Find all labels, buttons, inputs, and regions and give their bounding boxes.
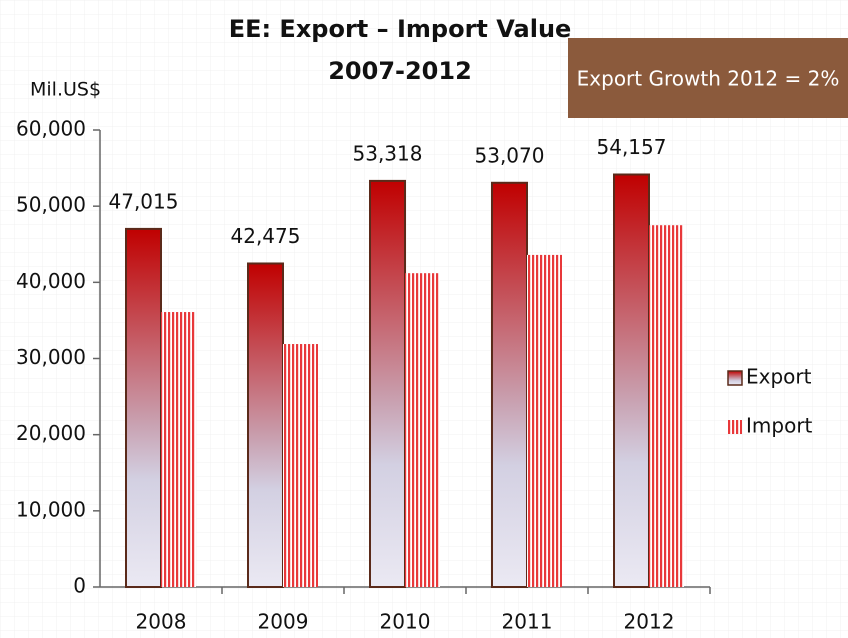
legend-swatch (728, 420, 742, 434)
value-label: 47,015 (109, 189, 179, 213)
y-tick-label: 60,000 (16, 117, 86, 141)
x-tick-label: 2010 (380, 610, 431, 634)
x-tick-label: 2008 (136, 610, 187, 634)
value-label: 42,475 (231, 224, 301, 248)
annotation-box (568, 38, 848, 118)
y-tick-label: 50,000 (16, 193, 86, 217)
y-tick-label: 30,000 (16, 345, 86, 369)
bar (649, 225, 684, 588)
legend-label: Export (746, 365, 812, 389)
y-axis-label: Mil.US$ (30, 79, 101, 101)
bar (369, 179, 406, 588)
y-tick-label: 20,000 (16, 421, 86, 445)
y-tick-label: 10,000 (16, 497, 86, 521)
chart-title: EE: Export – Import Value (229, 15, 572, 43)
bar (527, 254, 562, 587)
y-tick-label: 40,000 (16, 269, 86, 293)
legend-swatch (727, 370, 743, 386)
bar (491, 181, 528, 588)
bar (613, 173, 650, 588)
value-label: 53,070 (475, 143, 545, 167)
y-tick-label: 0 (73, 574, 86, 598)
x-tick-label: 2012 (624, 610, 675, 634)
x-tick-label: 2009 (258, 610, 309, 634)
annotation: Export Growth 2012 = 2% (577, 67, 840, 91)
bar (125, 227, 162, 589)
value-label: 54,157 (597, 135, 667, 159)
bar (405, 273, 440, 587)
chart-subtitle: 2007-2012 (328, 57, 472, 85)
value-label: 53,318 (353, 141, 423, 165)
x-tick-label: 2011 (502, 610, 553, 634)
bar (283, 344, 318, 587)
bar (161, 312, 196, 587)
bar (247, 262, 284, 588)
legend-label: Import (746, 414, 813, 438)
